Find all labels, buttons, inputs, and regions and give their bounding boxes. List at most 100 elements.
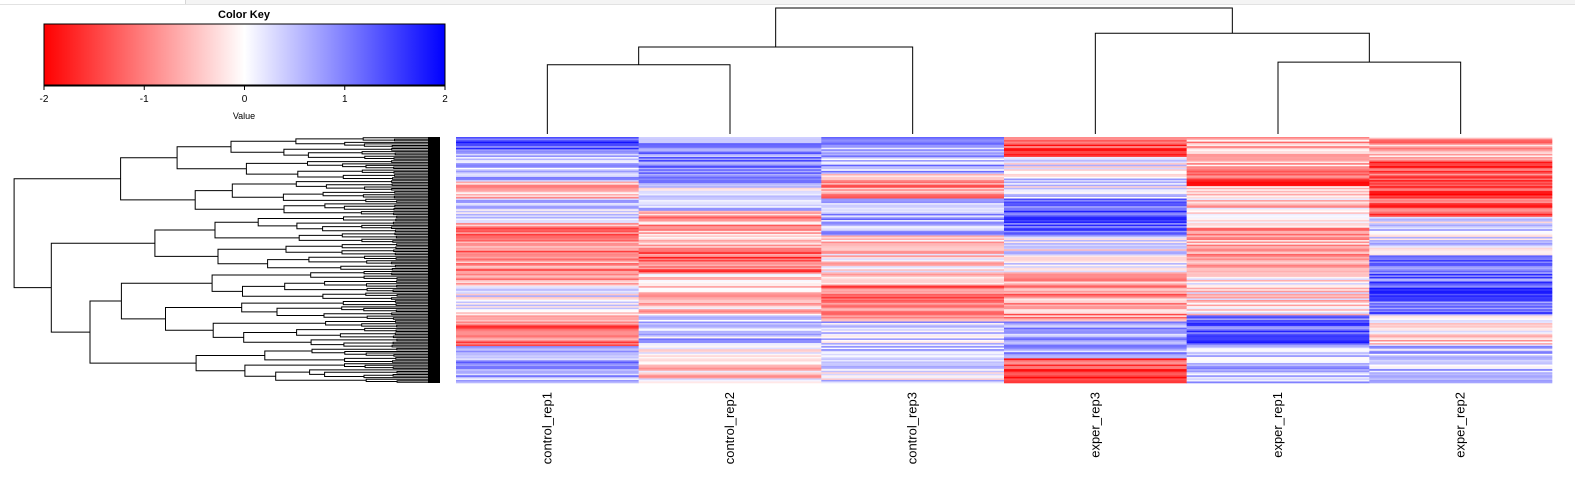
- heatmap-cell: [1004, 167, 1187, 170]
- heatmap-cell: [1004, 213, 1187, 216]
- column-label-exper_rep2: exper_rep2: [1453, 392, 1468, 458]
- heatmap-cell: [456, 141, 639, 144]
- heatmap-cell: [638, 181, 822, 184]
- heatmap-cell: [638, 218, 822, 221]
- heatmap-cell: [1004, 324, 1187, 327]
- heatmap-cell: [1186, 183, 1370, 185]
- heatmap-cell: [456, 203, 639, 205]
- heatmap-cell: [821, 258, 1005, 261]
- heatmap-cell: [1186, 321, 1370, 324]
- heatmap-cell: [821, 376, 1005, 379]
- heatmap-cell: [1186, 330, 1370, 333]
- heatmap-cell: [1004, 223, 1187, 225]
- heatmap-cell: [821, 349, 1005, 352]
- heatmap-cell: [456, 180, 639, 182]
- heatmap-cell: [638, 213, 822, 216]
- heatmap-cell: [1186, 240, 1370, 242]
- heatmap-cell: [1004, 367, 1187, 370]
- heatmap-cell: [1004, 243, 1187, 245]
- heatmap-cell: [821, 287, 1005, 290]
- heatmap-cell: [1004, 193, 1187, 196]
- row-dendro-link: [341, 233, 397, 238]
- heatmap-cell: [456, 379, 639, 382]
- heatmap-cell: [821, 230, 1005, 233]
- heatmap-cell: [638, 329, 822, 332]
- heatmap-cell: [1369, 252, 1553, 255]
- row-dendro-link: [297, 170, 363, 178]
- heatmap-cell: [1369, 209, 1553, 212]
- heatmap-cell: [1186, 287, 1370, 290]
- heatmap-cell: [1004, 166, 1187, 169]
- heatmap-cell: [456, 173, 639, 176]
- heatmap-cell: [456, 247, 639, 250]
- heatmap-cell: [456, 192, 639, 195]
- heatmap-cell: [821, 206, 1005, 209]
- heatmap-cell: [1186, 349, 1370, 352]
- heatmap-cell: [821, 221, 1005, 224]
- heatmap-cell: [1004, 141, 1187, 144]
- heatmap-cell: [456, 281, 639, 284]
- heatmap-cell: [456, 327, 639, 330]
- heatmap-cell: [1186, 335, 1370, 338]
- heatmap-cell: [638, 307, 822, 310]
- heatmap-cell: [821, 312, 1005, 315]
- heatmap-cell: [1186, 275, 1370, 278]
- heatmap-cell: [1186, 295, 1370, 298]
- heatmap-cell: [821, 316, 1005, 319]
- heatmap-cell: [456, 229, 639, 232]
- heatmap-cell: [1004, 180, 1187, 182]
- heatmap-cell: [1004, 160, 1187, 162]
- heatmap-cell: [1369, 183, 1553, 185]
- heatmap-cell: [1369, 235, 1553, 238]
- heatmap-cell: [821, 263, 1005, 265]
- heatmap-cell: [821, 286, 1005, 288]
- heatmap-cell: [1186, 276, 1370, 279]
- heatmap-cell: [1369, 298, 1553, 301]
- heatmap-cell: [638, 313, 822, 316]
- heatmap-cell: [1369, 361, 1553, 364]
- heatmap-cell: [821, 364, 1005, 367]
- heatmap-cell: [1369, 224, 1553, 227]
- heatmap-cell: [1004, 375, 1187, 378]
- heatmap-cell: [821, 296, 1005, 299]
- heatmap-cell: [1186, 227, 1370, 230]
- heatmap-cell: [638, 292, 822, 295]
- heatmap-cell: [1186, 350, 1370, 353]
- heatmap-cell: [456, 198, 639, 201]
- heatmap-cell: [1004, 164, 1187, 167]
- heatmap-cell: [456, 312, 639, 315]
- heatmap-cell: [638, 172, 822, 175]
- heatmap-cell: [638, 223, 822, 225]
- heatmap-cell: [821, 249, 1005, 252]
- heatmap-cell: [456, 215, 639, 218]
- heatmap-cell: [1369, 296, 1553, 299]
- heatmap-cell: [1004, 204, 1187, 207]
- heatmap-cell: [456, 338, 639, 341]
- heatmap-cell: [456, 258, 639, 261]
- heatmap-cell: [1186, 304, 1370, 307]
- heatmap-cell: [456, 378, 639, 381]
- heatmap-cell: [1004, 207, 1187, 210]
- heatmap-cell: [456, 267, 639, 270]
- heatmap-cell: [1186, 355, 1370, 358]
- heatmap-cell: [1004, 350, 1187, 353]
- heatmap-cell: [1369, 227, 1553, 230]
- heatmap-cell: [456, 186, 639, 189]
- heatmap-cell: [1186, 261, 1370, 264]
- heatmap-cell: [1369, 181, 1553, 184]
- heatmap-cell: [456, 335, 639, 338]
- heatmap-cell: [1369, 223, 1553, 225]
- heatmap-cell: [638, 204, 822, 207]
- heatmap-cell: [1369, 220, 1553, 222]
- heatmap-cell: [1186, 326, 1370, 328]
- heatmap-cell: [456, 233, 639, 236]
- heatmap-cell: [1186, 289, 1370, 292]
- heatmap-cell: [638, 238, 822, 241]
- heatmap-cell: [456, 344, 639, 347]
- heatmap-cell: [1369, 272, 1553, 275]
- heatmap-cell: [1186, 172, 1370, 175]
- heatmap-cell: [456, 249, 639, 252]
- heatmap-cell: [638, 187, 822, 190]
- heatmap-cell: [1369, 375, 1553, 378]
- row-dendro-link: [257, 218, 344, 227]
